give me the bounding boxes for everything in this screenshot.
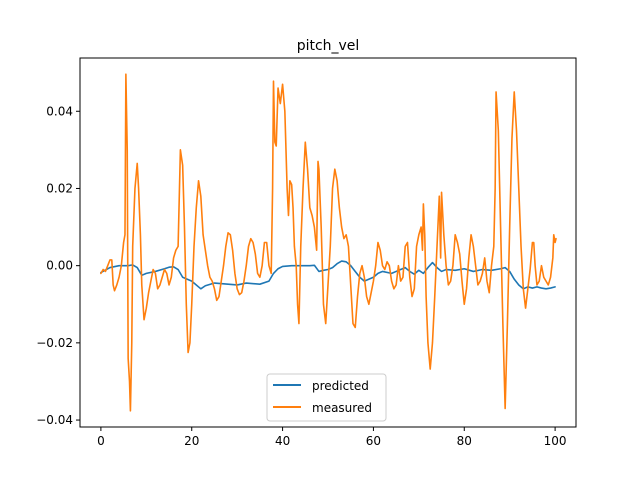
y-tick-label: −0.04 <box>36 413 73 427</box>
y-tick-label: 0.00 <box>46 259 73 273</box>
legend: predicted measured <box>266 373 387 422</box>
chart-title: pitch_vel <box>297 38 360 54</box>
legend-label-predicted: predicted <box>312 379 369 393</box>
y-tick-label: 0.04 <box>46 104 73 118</box>
x-tick-label: 40 <box>275 434 290 448</box>
x-tick-label: 60 <box>366 434 381 448</box>
series-line-predicted <box>100 260 556 290</box>
y-tick-label: −0.02 <box>36 336 73 350</box>
x-tick-label: 0 <box>97 434 105 448</box>
y-axis-ticks: −0.04 −0.02 0.00 0.02 0.04 <box>36 104 80 427</box>
y-tick-label: 0.02 <box>46 181 73 195</box>
plot-series <box>100 73 557 412</box>
x-axis-ticks: 0 20 40 60 80 100 <box>97 427 567 448</box>
series-line-measured <box>100 73 557 412</box>
x-tick-label: 100 <box>544 434 567 448</box>
plot-frame <box>79 57 577 428</box>
legend-label-measured: measured <box>312 401 372 415</box>
x-tick-label: 20 <box>184 434 199 448</box>
x-tick-label: 80 <box>457 434 472 448</box>
